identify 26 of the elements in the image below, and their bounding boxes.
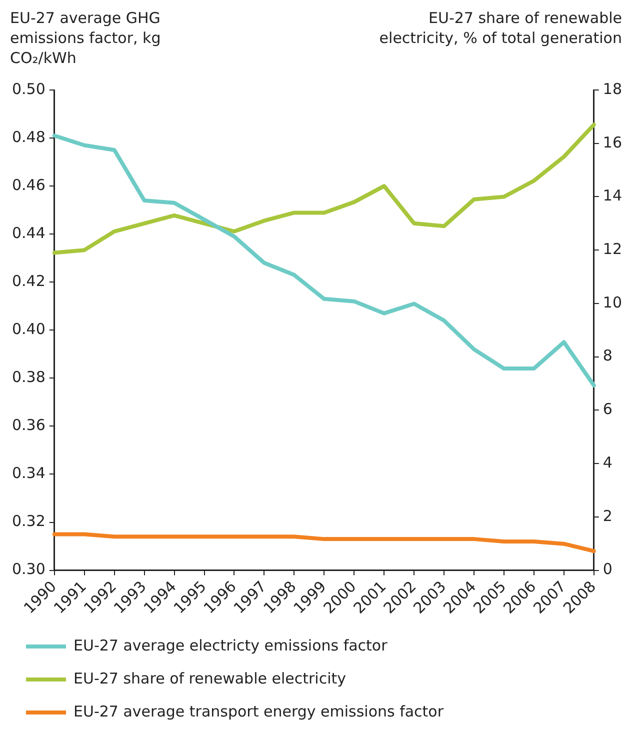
y2-axis-title: EU-27 share of renewable electricity, % of total generation <box>378 8 622 48</box>
y-axis-title: EU-27 average GHG emissions factor, kg CO₂/kWh <box>10 8 162 68</box>
y-tick-label: 0.44 <box>12 224 46 242</box>
y-tick-label: 0.48 <box>12 128 46 146</box>
y2-tick-label: 12 <box>602 240 622 258</box>
y2-tick-label: 18 <box>602 80 622 98</box>
y-tick-label: 0.36 <box>12 416 46 434</box>
legend-label: EU-27 average electricty emissions factor <box>74 636 388 654</box>
legend-label: EU-27 average transport energy emissions factor <box>74 702 444 720</box>
y2-tick-label: 10 <box>602 293 622 312</box>
y2-tick-label: 8 <box>602 346 612 365</box>
y2-tick-label: 2 <box>602 506 612 525</box>
y-tick-label: 0.46 <box>12 176 46 194</box>
legend-label: EU-27 share of renewable electricity <box>74 669 346 688</box>
y2-tick-label: 6 <box>602 400 612 418</box>
y2-tick-label: 0 <box>602 560 612 578</box>
y-tick-label: 0.34 <box>12 464 46 482</box>
y-tick-label: 0.50 <box>12 80 46 98</box>
y-tick-label: 0.32 <box>12 512 46 530</box>
y-tick-label: 0.42 <box>12 272 46 290</box>
y2-tick-label: 16 <box>602 133 622 152</box>
y-tick-label: 0.38 <box>12 368 46 386</box>
y2-tick-label: 4 <box>602 453 612 472</box>
y-tick-label: 0.30 <box>12 560 46 578</box>
y-tick-label: 0.40 <box>12 320 46 338</box>
y2-tick-label: 14 <box>602 186 622 205</box>
